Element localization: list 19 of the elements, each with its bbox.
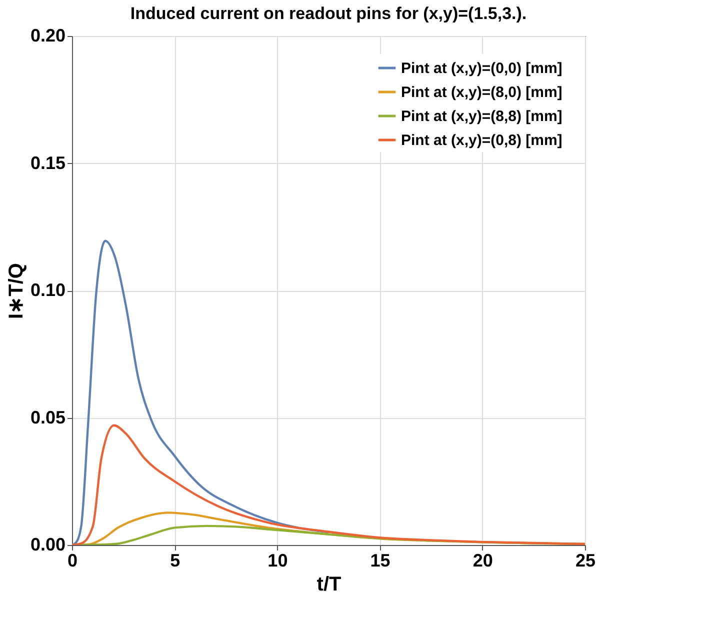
x-tick-label: 5 [170,550,180,570]
x-tick-label: 15 [370,550,390,570]
legend-label: Pint at (x,y)=(8,8) [mm] [401,108,562,125]
x-tick-label: 0 [67,550,78,570]
x-tick-label: 25 [575,550,596,570]
chart-title: Induced current on readout pins for (x,y)=(1.5,3.). [130,4,527,23]
legend-label: Pint at (x,y)=(0,0) [mm] [401,60,562,77]
line-series [72,240,330,545]
legend-label: Pint at (x,y)=(8,0) [mm] [401,84,562,101]
y-tick-label: 0.05 [30,407,66,428]
x-tick-label: 10 [268,550,288,570]
y-tick-label: 0.15 [30,152,66,173]
y-tick-label: 0.20 [30,26,66,46]
legend-label: Pint at (x,y)=(0,8) [mm] [401,132,562,149]
y-tick-label: 0.10 [30,280,66,300]
y-tick-label: 0.00 [30,534,66,554]
x-axis-title: t/T [316,574,342,596]
x-tick-label: 20 [472,550,493,570]
y-axis-title: I∗T/Q [5,263,28,319]
